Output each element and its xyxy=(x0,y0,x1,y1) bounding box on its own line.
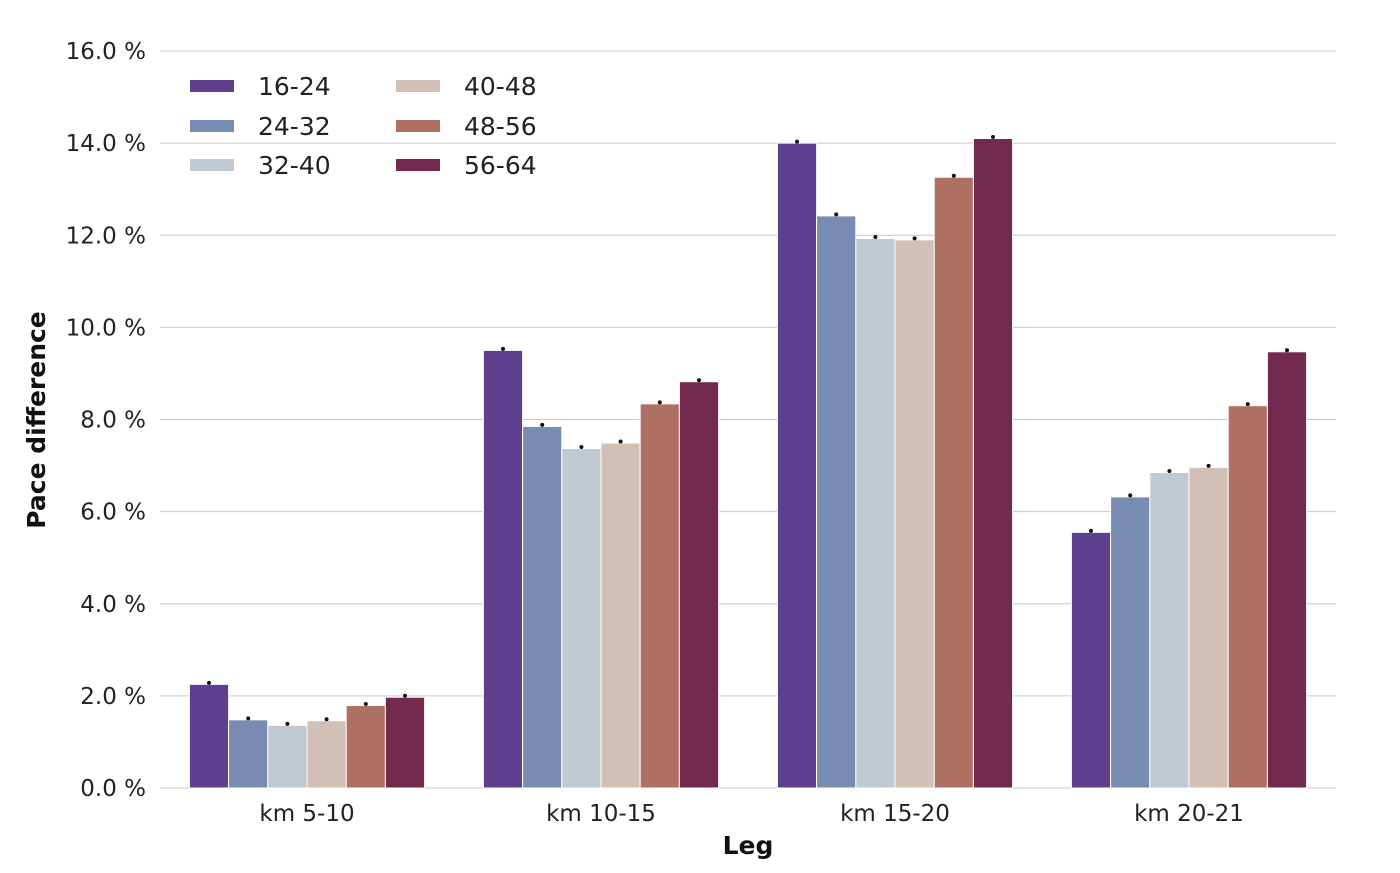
bar-16-24-km-20-21 xyxy=(1070,531,1112,789)
error-marker xyxy=(1245,402,1250,407)
legend-label-40-48: 40-48 xyxy=(464,72,537,101)
bar-24-32-km-5-10 xyxy=(228,719,269,789)
legend: 16-24 24-32 32-40 40-48 48-56 56-64 xyxy=(190,72,537,180)
bar-24-32-km-15-20 xyxy=(816,215,857,789)
legend-swatch-24-32 xyxy=(190,120,234,132)
error-marker xyxy=(501,346,505,351)
bar-40-48-km-5-10 xyxy=(306,720,347,789)
error-marker xyxy=(873,234,878,239)
y-tick-label: 6.0 % xyxy=(80,500,146,526)
bar-40-48-km-10-15 xyxy=(600,442,641,789)
y-tick-label: 2.0 % xyxy=(80,684,146,710)
y-tick-label: 4.0 % xyxy=(80,592,146,618)
error-marker xyxy=(951,173,956,178)
legend-swatch-56-64 xyxy=(396,159,440,171)
bar-56-64-km-15-20 xyxy=(972,138,1014,789)
y-axis-ticks: 0.0 % 2.0 % 4.0 % 6.0 % 8.0 % 10.0 % 12.0 % 14.… xyxy=(66,39,146,802)
error-marker xyxy=(1285,348,1289,353)
bar-56-64-km-20-21 xyxy=(1266,351,1308,789)
bars xyxy=(188,138,1308,789)
x-axis-ticks: km 5-10 km 10-15 km 15-20 km 20-21 xyxy=(259,801,1244,827)
x-tick-label: km 5-10 xyxy=(259,801,354,827)
error-marker xyxy=(363,702,368,707)
bar-16-24-km-5-10 xyxy=(188,683,230,789)
error-marker xyxy=(697,378,701,383)
error-marker xyxy=(1167,468,1172,473)
bar-48-56-km-10-15 xyxy=(639,403,680,789)
legend-label-24-32: 24-32 xyxy=(258,112,331,141)
bar-56-64-km-10-15 xyxy=(678,381,720,789)
bar-32-40-km-5-10 xyxy=(267,724,308,789)
error-marker xyxy=(912,236,917,241)
error-marker xyxy=(657,400,662,405)
bar-16-24-km-10-15 xyxy=(482,349,524,789)
error-marker xyxy=(1206,463,1211,468)
error-marker xyxy=(1128,493,1133,498)
error-marker xyxy=(991,135,995,140)
legend-swatch-16-24 xyxy=(190,80,234,92)
bar-32-40-km-10-15 xyxy=(561,448,602,789)
y-axis-title: Pace difference xyxy=(22,311,51,529)
bar-48-56-km-15-20 xyxy=(933,176,974,789)
error-marker xyxy=(324,717,329,722)
y-tick-label: 16.0 % xyxy=(66,39,146,65)
bar-32-40-km-20-21 xyxy=(1149,471,1190,789)
error-marker xyxy=(834,212,839,217)
error-marker xyxy=(285,721,290,726)
bar-56-64-km-5-10 xyxy=(384,696,426,789)
y-tick-label: 14.0 % xyxy=(66,131,146,157)
bar-48-56-km-20-21 xyxy=(1227,405,1268,789)
y-tick-label: 0.0 % xyxy=(80,776,146,802)
bar-24-32-km-10-15 xyxy=(522,425,563,789)
legend-swatch-32-40 xyxy=(190,159,234,171)
legend-label-32-40: 32-40 xyxy=(258,151,331,180)
bar-24-32-km-20-21 xyxy=(1110,496,1151,789)
error-marker xyxy=(207,680,211,685)
x-tick-label: km 15-20 xyxy=(840,801,950,827)
y-tick-label: 12.0 % xyxy=(66,223,146,249)
error-marker xyxy=(579,445,584,450)
bar-40-48-km-15-20 xyxy=(894,239,935,789)
x-axis-title: Leg xyxy=(723,831,774,860)
legend-swatch-48-56 xyxy=(396,120,440,132)
bar-16-24-km-15-20 xyxy=(776,142,818,789)
y-tick-label: 8.0 % xyxy=(80,408,146,434)
error-marker xyxy=(618,439,623,444)
x-tick-label: km 10-15 xyxy=(546,801,656,827)
legend-label-16-24: 16-24 xyxy=(258,72,331,101)
legend-label-56-64: 56-64 xyxy=(464,151,537,180)
error-marker xyxy=(795,139,799,144)
bar-48-56-km-5-10 xyxy=(345,705,386,789)
gridlines xyxy=(160,50,1336,789)
error-marker xyxy=(1089,528,1093,533)
legend-label-48-56: 48-56 xyxy=(464,112,537,141)
error-marker xyxy=(403,693,407,698)
bar-32-40-km-15-20 xyxy=(855,237,896,789)
error-marker xyxy=(246,716,251,721)
x-tick-label: km 20-21 xyxy=(1134,801,1244,827)
y-tick-label: 10.0 % xyxy=(66,315,146,341)
bar-40-48-km-20-21 xyxy=(1188,466,1229,789)
error-marker xyxy=(540,422,545,427)
error-markers xyxy=(207,135,1289,726)
legend-swatch-40-48 xyxy=(396,80,440,92)
